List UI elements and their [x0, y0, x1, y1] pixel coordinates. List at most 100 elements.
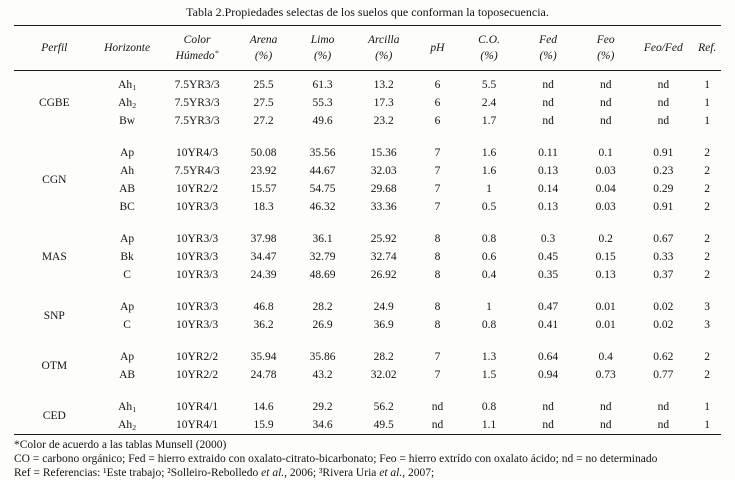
group-spacer-row [14, 284, 721, 298]
cell-ph: 8 [434, 319, 441, 331]
cell-limo: 49.6 [312, 115, 333, 127]
cell-color: 10YR2/2 [176, 351, 219, 363]
col-header-co-line1: C.O. [478, 34, 500, 46]
cell-arena: 23.92 [250, 165, 277, 177]
cell-ref: 2 [704, 351, 711, 363]
cell-fed: nd [542, 97, 554, 109]
cell-feo: 0.73 [595, 369, 616, 381]
cell-arcilla: 15.36 [370, 147, 397, 159]
cell-co: 0.4 [481, 269, 497, 281]
cell-limo: 35.56 [309, 147, 336, 159]
cell-co: 1.7 [481, 115, 497, 127]
col-header-fed: Fed (%) [518, 25, 579, 71]
cell-arcilla: 17.3 [373, 97, 394, 109]
col-header-perfil: Perfil [14, 25, 95, 71]
horizon-subscript: 1 [132, 404, 137, 414]
soil-properties-table: Perfil Horizonte Color Húmedo* Arena (%)… [14, 25, 721, 435]
cell-horizonte: C [123, 319, 131, 331]
cell-horizonte: AB [119, 183, 136, 195]
cell-co: 1.6 [481, 165, 497, 177]
footnote-references: Ref = Referencias: ¹Este trabajo; ²Solle… [14, 466, 721, 480]
cell-feo: 0.13 [595, 269, 616, 281]
table-row: Ah2 7.5YR3/3 27.5 55.3 17.3 6 2.4 nd nd nd 1 [14, 94, 721, 112]
cell-horizonte: BC [119, 201, 135, 213]
cell-feo: 0.04 [595, 183, 616, 195]
cell-arena: 36.2 [253, 319, 274, 331]
cell-fed: 0.64 [538, 351, 559, 363]
cell-feofed: nd [657, 401, 670, 413]
cell-feofed: 0.02 [653, 319, 674, 331]
cell-arcilla: 29.68 [370, 183, 397, 195]
cell-feo: 0.1 [598, 147, 613, 159]
cell-ref: 2 [704, 183, 711, 195]
cell-co: 1 [486, 301, 492, 313]
group-spacer-row [14, 384, 721, 398]
horizon-subscript: 2 [132, 100, 137, 110]
horizon-subscript: 2 [132, 422, 137, 432]
cell-fed: 0.14 [538, 183, 559, 195]
cell-feofed: 0.37 [653, 269, 674, 281]
cell-limo: 61.3 [312, 79, 333, 91]
cell-limo: 55.3 [312, 97, 333, 109]
cell-arena: 37.98 [250, 233, 277, 245]
col-header-arcilla-line1: Arcilla [367, 34, 400, 46]
cell-feofed: 0.02 [653, 301, 674, 313]
cell-horizonte: Ah1 [118, 79, 137, 92]
cell-fed: 0.13 [538, 165, 559, 177]
cell-limo: 43.2 [312, 369, 333, 381]
cell-feo: 0.03 [595, 165, 616, 177]
table-row: AB 10YR2/2 24.78 43.2 32.02 7 1.5 0.94 0.73 0.77 2 [14, 366, 721, 384]
cell-arcilla: 26.92 [370, 269, 397, 281]
group-spacer-row [14, 334, 721, 348]
group-spacer-cell [14, 284, 721, 298]
cell-color: 7.5YR3/3 [174, 79, 220, 91]
cell-feofed: nd [657, 419, 670, 431]
cell-ph: 8 [434, 269, 441, 281]
cell-ph: 7 [434, 201, 441, 213]
cell-fed: 0.13 [538, 201, 559, 213]
cell-limo: 29.2 [312, 401, 333, 413]
cell-ph: 6 [434, 115, 441, 127]
cell-ph: 8 [434, 251, 441, 263]
cell-arcilla: 25.92 [370, 233, 397, 245]
cell-feo: nd [599, 79, 612, 91]
table-row: SNP Ap 10YR3/3 46.8 28.2 24.9 8 1 0.47 0.01 0.02 3 [14, 298, 721, 322]
col-header-co-line2: (%) [480, 50, 498, 62]
cell-ref: 2 [704, 147, 711, 159]
cell-arcilla: 56.2 [373, 401, 394, 413]
col-header-arcilla: Arcilla (%) [352, 25, 415, 71]
cell-limo: 46.32 [309, 201, 336, 213]
cell-co: 2.4 [481, 97, 497, 109]
cell-ph: nd [431, 419, 444, 431]
cell-feo: 0.4 [598, 351, 613, 363]
cell-co: 5.5 [481, 79, 497, 91]
cell-ph: 7 [434, 369, 441, 381]
cell-ref: 2 [704, 165, 711, 177]
cell-fed: nd [542, 401, 554, 413]
table-row: OTM Ap 10YR2/2 35.94 35.86 28.2 7 1.3 0.64 0.4 0.6… [14, 348, 721, 372]
cell-ref: 2 [704, 201, 711, 213]
cell-limo: 35.86 [309, 351, 336, 363]
cell-color: 10YR2/2 [176, 183, 219, 195]
col-header-feo-line2: (%) [597, 50, 615, 62]
cell-horizonte: Bw [119, 115, 136, 127]
cell-co: 0.8 [481, 233, 497, 245]
table-row: AB 10YR2/2 15.57 54.75 29.68 7 1 0.14 0.04 0.29 2 [14, 180, 721, 198]
cell-horizonte: AB [119, 369, 136, 381]
cell-ph: 7 [434, 165, 441, 177]
cell-feofed: 0.91 [653, 201, 674, 213]
table-row: C 10YR3/3 24.39 48.69 26.92 8 0.4 0.35 0.13 0.37 2 [14, 266, 721, 284]
cell-limo: 26.9 [312, 319, 333, 331]
col-header-fed-line1: Fed [539, 34, 558, 46]
group-spacer-cell [14, 216, 721, 230]
cell-ref: 2 [704, 251, 711, 263]
col-header-feofed: Feo/Fed [633, 25, 694, 71]
group-spacer-cell [14, 384, 721, 398]
cell-ref: 3 [704, 301, 711, 313]
cell-ref: 1 [704, 115, 711, 127]
cell-fed: 0.47 [538, 301, 559, 313]
cell-feofed: nd [657, 79, 670, 91]
cell-arena: 35.94 [250, 351, 277, 363]
cell-color: 10YR4/1 [176, 401, 219, 413]
